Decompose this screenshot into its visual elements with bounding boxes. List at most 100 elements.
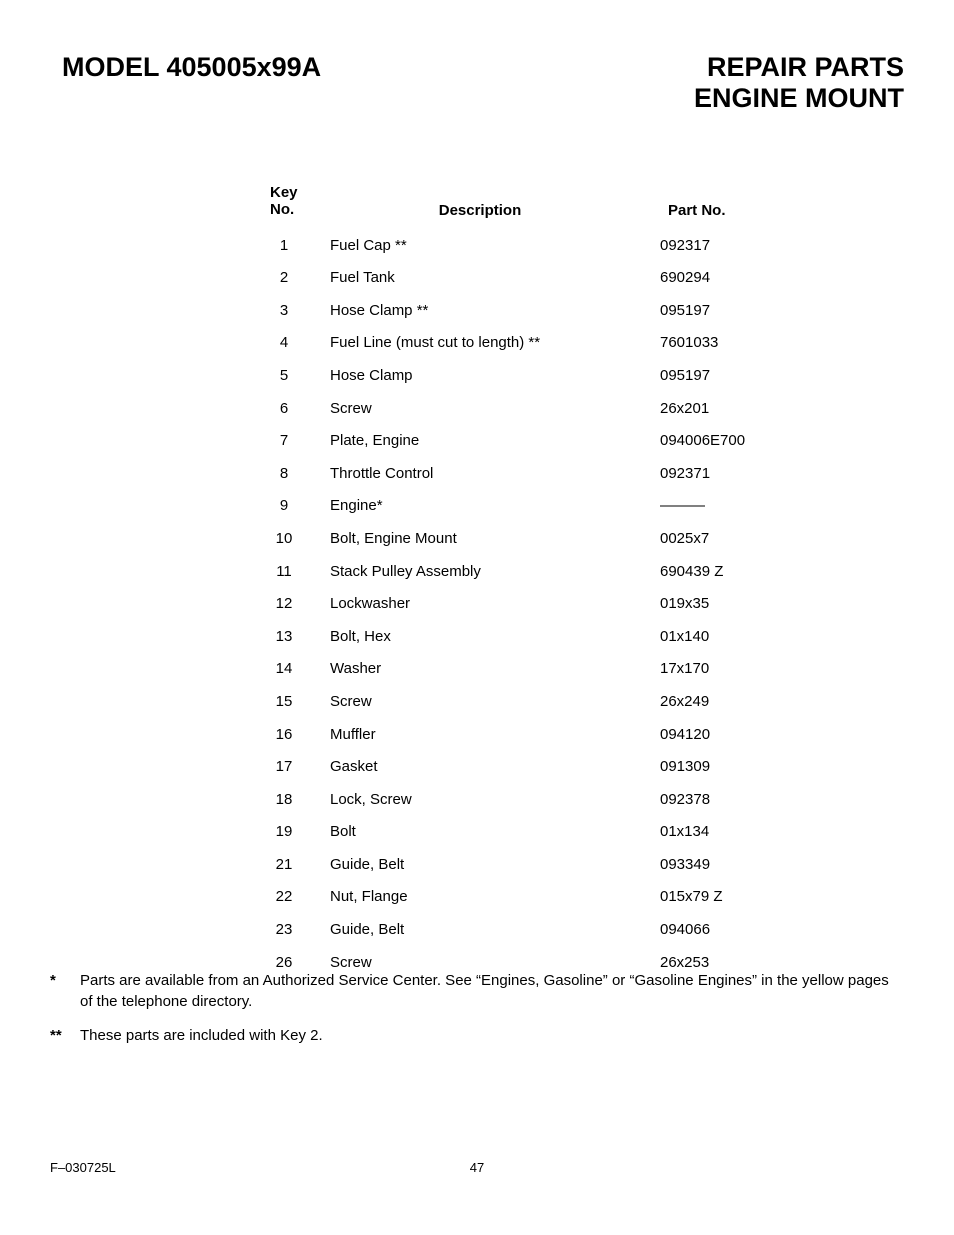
- cell-description: Throttle Control: [330, 465, 660, 482]
- cell-part-no: 01x140: [660, 628, 800, 645]
- cell-description: Fuel Cap **: [330, 237, 660, 254]
- table-row: 15Screw26x249: [270, 693, 800, 710]
- table-row: 23Guide, Belt094066: [270, 921, 800, 938]
- cell-part-no: 091309: [660, 758, 800, 775]
- footnote-mark: *: [50, 971, 80, 1012]
- table-row: 13Bolt, Hex01x140: [270, 628, 800, 645]
- table-row: 1Fuel Cap **092317: [270, 237, 800, 254]
- table-row: 3Hose Clamp **095197: [270, 302, 800, 319]
- footnote: *Parts are available from an Authorized …: [50, 971, 904, 1012]
- cell-key-no: 11: [270, 563, 330, 580]
- cell-part-no: 092371: [660, 465, 800, 482]
- cell-part-no: 01x134: [660, 823, 800, 840]
- cell-key-no: 13: [270, 628, 330, 645]
- cell-key-no: 21: [270, 856, 330, 873]
- table-row: 19Bolt01x134: [270, 823, 800, 840]
- cell-key-no: 9: [270, 497, 330, 514]
- cell-part-no: 093349: [660, 856, 800, 873]
- cell-description: Fuel Line (must cut to length) **: [330, 334, 660, 351]
- cell-part-no: 26x249: [660, 693, 800, 710]
- table-row: 4Fuel Line (must cut to length) **760103…: [270, 334, 800, 351]
- cell-key-no: 5: [270, 367, 330, 384]
- cell-key-no: 12: [270, 595, 330, 612]
- cell-description: Stack Pulley Assembly: [330, 563, 660, 580]
- cell-part-no: 015x79 Z: [660, 888, 800, 905]
- table-row: 5Hose Clamp095197: [270, 367, 800, 384]
- page-footer: F–030725L 47: [50, 1160, 904, 1175]
- page-header: MODEL 405005x99A REPAIR PARTS ENGINE MOU…: [62, 52, 904, 114]
- table-row: 11Stack Pulley Assembly690439 Z: [270, 563, 800, 580]
- cell-key-no: 3: [270, 302, 330, 319]
- cell-key-no: 19: [270, 823, 330, 840]
- cell-part-no: 092378: [660, 791, 800, 808]
- cell-key-no: 1: [270, 237, 330, 254]
- cell-description: Hose Clamp: [330, 367, 660, 384]
- footer-page-number: 47: [335, 1160, 620, 1175]
- cell-key-no: 14: [270, 660, 330, 677]
- cell-key-no: 4: [270, 334, 330, 351]
- page-title: REPAIR PARTS ENGINE MOUNT: [694, 52, 904, 114]
- cell-part-no: 690294: [660, 269, 800, 286]
- cell-part-no: 690439 Z: [660, 563, 800, 580]
- title-line-2: ENGINE MOUNT: [694, 83, 904, 114]
- cell-key-no: 6: [270, 400, 330, 417]
- cell-key-no: 2: [270, 269, 330, 286]
- table-row: 10Bolt, Engine Mount0025x7: [270, 530, 800, 547]
- cell-part-no: 7601033: [660, 334, 800, 351]
- cell-key-no: 10: [270, 530, 330, 547]
- cell-description: Lock, Screw: [330, 791, 660, 808]
- col-header-part-no: Part No.: [630, 202, 800, 219]
- table-row: 6Screw26x201: [270, 400, 800, 417]
- cell-part-no: 094120: [660, 726, 800, 743]
- table-row: 9Engine*———: [270, 497, 800, 514]
- cell-description: Washer: [330, 660, 660, 677]
- cell-description: Guide, Belt: [330, 921, 660, 938]
- cell-description: Plate, Engine: [330, 432, 660, 449]
- table-row: 16Muffler094120: [270, 726, 800, 743]
- cell-description: Screw: [330, 954, 660, 971]
- table-row: 18Lock, Screw092378: [270, 791, 800, 808]
- cell-key-no: 26: [270, 954, 330, 971]
- cell-key-no: 23: [270, 921, 330, 938]
- cell-part-no: 094006E700: [660, 432, 800, 449]
- col-header-key-line2: No.: [270, 201, 294, 218]
- cell-part-no: 095197: [660, 367, 800, 384]
- cell-part-no: 0025x7: [660, 530, 800, 547]
- cell-part-no: 26x253: [660, 954, 800, 971]
- table-row: 17Gasket091309: [270, 758, 800, 775]
- cell-key-no: 8: [270, 465, 330, 482]
- table-row: 21Guide, Belt093349: [270, 856, 800, 873]
- model-label: MODEL 405005x99A: [62, 52, 321, 83]
- cell-part-no: 019x35: [660, 595, 800, 612]
- cell-description: Bolt, Engine Mount: [330, 530, 660, 547]
- footnote: **These parts are included with Key 2.: [50, 1026, 904, 1046]
- cell-part-no: 094066: [660, 921, 800, 938]
- cell-description: Hose Clamp **: [330, 302, 660, 319]
- page: MODEL 405005x99A REPAIR PARTS ENGINE MOU…: [0, 0, 954, 1235]
- cell-description: Screw: [330, 400, 660, 417]
- title-line-1: REPAIR PARTS: [694, 52, 904, 83]
- cell-description: Fuel Tank: [330, 269, 660, 286]
- cell-description: Nut, Flange: [330, 888, 660, 905]
- table-row: 26Screw26x253: [270, 954, 800, 971]
- cell-description: Engine*: [330, 497, 660, 514]
- footnote-text: Parts are available from an Authorized S…: [80, 971, 904, 1012]
- cell-description: Bolt: [330, 823, 660, 840]
- cell-part-no: 17x170: [660, 660, 800, 677]
- cell-description: Gasket: [330, 758, 660, 775]
- table-row: 14Washer17x170: [270, 660, 800, 677]
- cell-key-no: 22: [270, 888, 330, 905]
- footer-doc-id: F–030725L: [50, 1160, 335, 1175]
- cell-description: Lockwasher: [330, 595, 660, 612]
- cell-key-no: 17: [270, 758, 330, 775]
- cell-description: Guide, Belt: [330, 856, 660, 873]
- parts-table: Key No. Description Part No. 1Fuel Cap *…: [270, 184, 800, 971]
- footnote-mark: **: [50, 1026, 80, 1046]
- table-header-row: Key No. Description Part No.: [270, 184, 800, 219]
- cell-part-no: 092317: [660, 237, 800, 254]
- table-row: 2Fuel Tank690294: [270, 269, 800, 286]
- footnotes: *Parts are available from an Authorized …: [50, 971, 904, 1060]
- cell-key-no: 15: [270, 693, 330, 710]
- cell-part-no: 26x201: [660, 400, 800, 417]
- cell-part-no: 095197: [660, 302, 800, 319]
